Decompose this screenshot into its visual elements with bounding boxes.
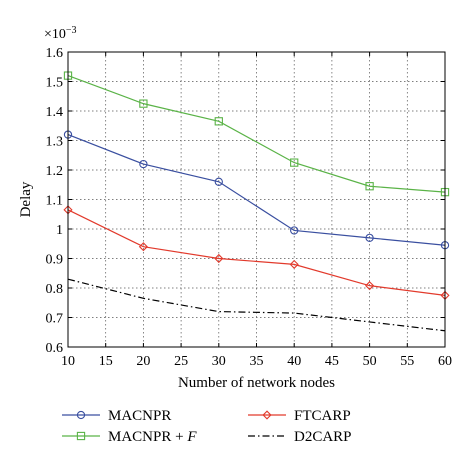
legend-item: MACNPR <box>62 408 171 424</box>
x-tick-label: 15 <box>99 354 113 369</box>
axis-ticks: 10 15 20 25 30 35 40 45 50 55 60 0.6 0.7 0.8 0.9 1 1.1 1.… <box>46 46 453 369</box>
legend-label-main: MACNPR <box>108 408 171 424</box>
y-tick-label: 1.1 <box>46 194 64 209</box>
x-tick-label: 20 <box>136 354 150 369</box>
series-layer <box>63 71 450 332</box>
data-point-square <box>76 431 86 441</box>
y-tick-label: 0.9 <box>46 253 64 268</box>
x-tick-label: 60 <box>438 354 452 369</box>
data-point-square <box>290 158 299 167</box>
x-tick-label: 35 <box>250 354 264 369</box>
legend-item: MACNPR + F <box>62 429 197 445</box>
y-multiplier-base: ×10 <box>44 27 66 42</box>
x-tick-label: 55 <box>400 354 414 369</box>
x-axis-label: Number of network nodes <box>178 375 335 391</box>
x-tick-label: 45 <box>325 354 339 369</box>
y-tick-label: 1.6 <box>46 46 64 61</box>
data-point-diamond <box>262 410 272 420</box>
data-point-square <box>139 99 148 108</box>
data-point-diamond <box>214 253 224 264</box>
legend-label-main: D2CARP <box>294 429 352 445</box>
series-line <box>67 278 446 332</box>
y-tick-label: 1.5 <box>46 76 64 91</box>
grid <box>67 51 446 348</box>
y-tick-label: 0.7 <box>46 312 64 327</box>
legend: MACNPR MACNPR + F FTCARP D2CARP <box>62 408 352 445</box>
data-point-circle <box>214 177 223 186</box>
legend-label: FTCARP <box>294 408 351 424</box>
y-tick-label: 1 <box>56 223 63 238</box>
data-point-square <box>365 182 374 191</box>
x-tick-label: 50 <box>363 354 377 369</box>
y-tick-label: 1.4 <box>46 105 64 120</box>
y-axis-label: Delay <box>18 181 34 217</box>
series-line <box>67 75 446 193</box>
series-2 <box>63 205 450 300</box>
data-point-diamond <box>289 259 299 269</box>
x-tick-label: 40 <box>287 354 301 369</box>
y-multiplier-exponent: −3 <box>66 25 77 36</box>
x-tick-label: 30 <box>212 354 226 369</box>
y-axis-multiplier: ×10−3 <box>44 25 77 43</box>
x-tick-label: 25 <box>174 354 188 369</box>
y-tick-label: 1.2 <box>46 164 64 179</box>
data-point-circle <box>290 226 299 235</box>
data-point-circle <box>76 410 86 420</box>
legend-label-main: FTCARP <box>294 408 351 424</box>
legend-label: D2CARP <box>294 429 352 445</box>
legend-item: FTCARP <box>248 408 351 424</box>
series-3 <box>67 278 446 332</box>
data-point-diamond <box>138 242 148 252</box>
data-point-circle <box>139 159 148 169</box>
series-line <box>67 209 446 296</box>
data-point-circle <box>365 233 374 242</box>
y-tick-label: 1.3 <box>46 135 64 150</box>
series-0 <box>63 130 450 250</box>
y-tick-label: 0.8 <box>46 282 64 297</box>
legend-label-main: MACNPR + <box>108 429 187 445</box>
series-line <box>67 134 446 246</box>
data-point-diamond <box>365 281 375 291</box>
legend-label: MACNPR <box>108 408 171 424</box>
legend-item: D2CARP <box>248 429 352 445</box>
data-point-square <box>214 117 223 126</box>
y-tick-label: 0.6 <box>46 341 64 356</box>
legend-label: MACNPR + F <box>108 429 197 445</box>
x-tick-label: 10 <box>61 354 75 369</box>
legend-label-suffix: F <box>186 429 197 445</box>
